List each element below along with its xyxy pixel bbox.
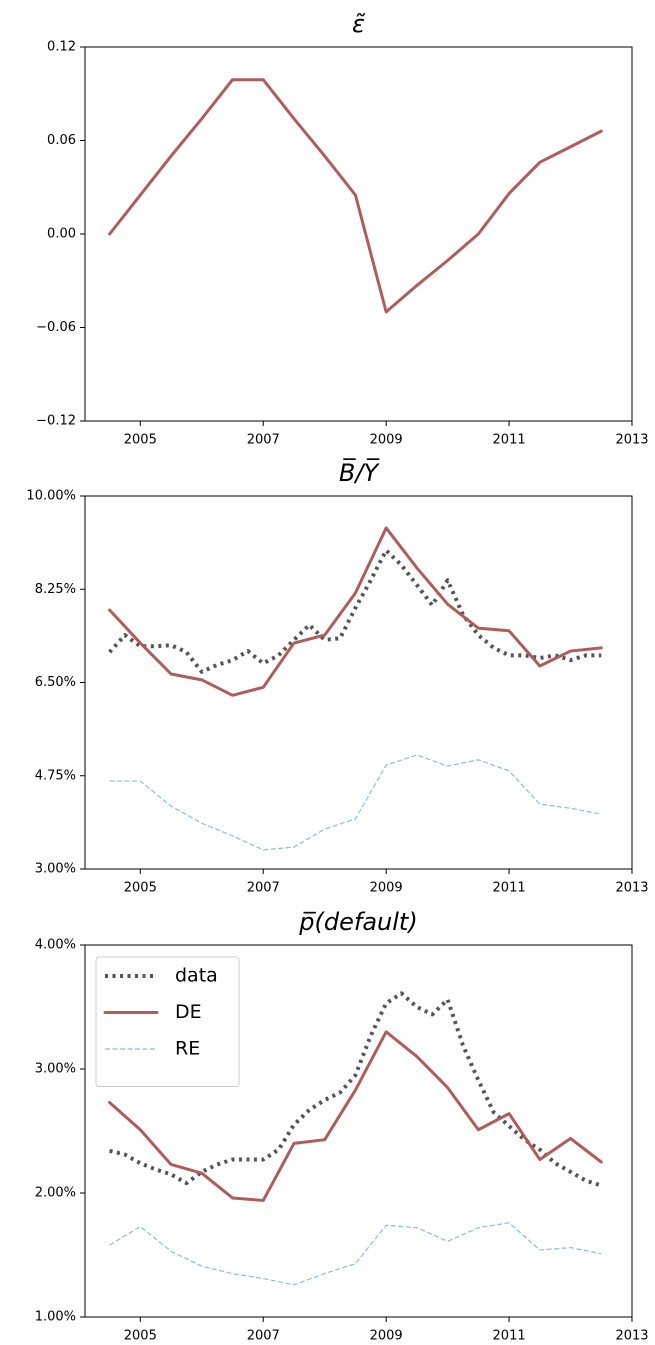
y-tick-label: 10.00% [26, 489, 76, 504]
data-line [108, 548, 602, 674]
y-tick-label: 1.00% [35, 1310, 76, 1325]
x-tick-label: 2007 [247, 433, 280, 448]
subplot: B̅/Y̅ 3.00% 4.75% 6.50% 8.25% 10.00% 2005 2007 2… [26, 458, 648, 896]
plot-frame [84, 46, 633, 422]
x-tick-label: 2013 [615, 433, 648, 448]
legend-label: DE [175, 1001, 202, 1023]
x-tick-label: 2009 [370, 881, 403, 896]
y-tick-label: 8.25% [35, 582, 76, 597]
data-line [109, 754, 602, 851]
x-tick-label: 2007 [247, 881, 280, 896]
x-tick-label: 2011 [493, 1329, 526, 1344]
x-tick-label: 2005 [124, 1329, 157, 1344]
data-line [109, 991, 602, 1188]
data-line [108, 526, 603, 697]
subplot: ε̃ −0.12 −0.06 0.00 0.06 0.12 2005 2007 2009 2011… [36, 10, 648, 448]
legend-label: RE [175, 1038, 200, 1060]
x-tick-label: 2009 [370, 433, 403, 448]
y-tick-label: 3.00% [35, 862, 76, 877]
x-tick-label: 2011 [493, 433, 526, 448]
y-tick-label: 3.00% [35, 1062, 76, 1077]
legend-label: data [175, 965, 218, 987]
chart-title: p̅(default) [298, 908, 417, 936]
data-line [108, 1030, 603, 1202]
y-tick-label: −0.12 [36, 414, 76, 429]
x-tick-label: 2005 [124, 881, 157, 896]
y-tick-label: 0.00 [47, 227, 76, 242]
y-tick-label: 4.75% [35, 768, 76, 783]
x-tick-label: 2007 [247, 1329, 280, 1344]
x-tick-label: 2011 [493, 881, 526, 896]
data-line [108, 78, 603, 314]
y-tick-label: 6.50% [35, 675, 76, 690]
chart-title: B̅/Y̅ [339, 458, 381, 487]
x-tick-label: 2009 [370, 1329, 403, 1344]
y-tick-label: 4.00% [35, 938, 76, 953]
x-tick-label: 2005 [124, 433, 157, 448]
chart-title: ε̃ [352, 10, 366, 38]
y-tick-label: −0.06 [36, 320, 76, 335]
plot-frame [84, 495, 633, 870]
subplot: p̅(default) 1.00% 2.00% 3.00% 4.00% 2005 2007 2… [35, 908, 649, 1344]
plot-frame [84, 944, 633, 1318]
y-tick-label: 0.06 [47, 133, 76, 148]
x-tick-label: 2013 [615, 881, 648, 896]
data-line [109, 1222, 602, 1286]
y-tick-label: 2.00% [35, 1186, 76, 1201]
legend-box [95, 956, 240, 1087]
x-tick-label: 2013 [615, 1329, 648, 1344]
y-tick-label: 0.12 [47, 40, 76, 55]
